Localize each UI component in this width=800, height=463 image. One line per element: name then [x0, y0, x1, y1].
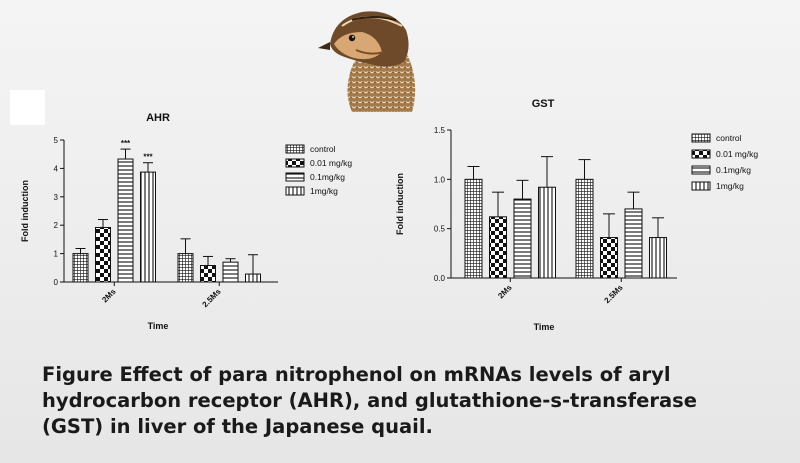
legend-swatch: [285, 144, 305, 154]
y-tick-label: 0.0: [434, 274, 446, 283]
legend-swatch: [691, 133, 711, 143]
legend-label: 0.1mg/kg: [716, 165, 751, 175]
gst-chart: GST 0.0 0.5 1.0 1.5 Fold induction 2Ms 2.5Ms Tim…: [395, 98, 758, 332]
caption-line-1: Figure Effect of para nitrophenol on mRN…: [42, 363, 671, 386]
legend-swatch: [285, 172, 305, 182]
bar: [200, 265, 216, 283]
legend-label: 1mg/kg: [716, 181, 744, 191]
bar: [649, 237, 667, 279]
x-tick-label: 2.5Ms: [603, 283, 625, 305]
white-patch: [10, 90, 45, 125]
y-tick-label: 0: [54, 278, 59, 287]
bar: [600, 237, 618, 279]
legend-swatch: [691, 181, 711, 191]
y-tick-label: 5: [54, 136, 59, 145]
legend-label: 0.01 mg/kg: [716, 149, 758, 159]
x-axis-label: Time: [148, 321, 169, 331]
legend-swatch: [285, 158, 305, 168]
legend-label: control: [716, 133, 742, 143]
bar: [489, 216, 507, 279]
chart-title: AHR: [146, 112, 170, 124]
legend-swatch: [691, 165, 711, 175]
y-tick-label: 1: [54, 250, 59, 259]
significance-label: ***: [121, 139, 131, 148]
y-tick-label: 0.5: [434, 225, 446, 234]
x-tick-label: 2Ms: [496, 283, 514, 301]
legend-label: 0.1mg/kg: [310, 172, 345, 182]
bar: [513, 198, 532, 279]
bar: [72, 253, 89, 283]
bar: [117, 158, 134, 283]
bar: [624, 208, 643, 279]
y-axis-label: Fold induction: [20, 180, 30, 242]
bar: [140, 171, 156, 283]
legend-label: control: [310, 144, 336, 154]
ahr-chart: AHR 0 1 2 3 4 5 Fold induction 2Ms 2.5Ms *** *** Tim…: [20, 112, 352, 331]
legend-label: 1mg/kg: [310, 186, 338, 196]
bar: [177, 253, 194, 283]
bar: [95, 226, 111, 283]
bar: [575, 178, 594, 279]
caption-line-2: hydrocarbon receptor (AHR), and glutathi…: [42, 389, 697, 412]
bar: [222, 261, 239, 283]
y-tick-label: 4: [54, 164, 59, 173]
legend-label: 0.01 mg/kg: [310, 158, 352, 168]
y-tick-label: 3: [54, 193, 59, 202]
chart-title: GST: [532, 98, 555, 110]
legend-swatch: [691, 149, 711, 159]
bar: [538, 186, 556, 279]
x-tick-label: 2Ms: [100, 287, 118, 305]
caption-line-3: (GST) in liver of the Japanese quail.: [42, 415, 433, 438]
legend-swatch: [285, 186, 305, 196]
y-axis-label: Fold induction: [395, 173, 405, 235]
x-axis-label: Time: [534, 322, 555, 332]
significance-label: ***: [143, 153, 153, 162]
bar: [464, 178, 483, 279]
x-tick-label: 2.5Ms: [201, 287, 223, 309]
y-tick-label: 1.5: [434, 126, 446, 135]
y-tick-label: 2: [54, 221, 59, 230]
quail-head-image: [318, 11, 416, 112]
bar: [245, 273, 261, 283]
y-tick-label: 1.0: [434, 175, 446, 184]
figure-caption: Figure Effect of para nitrophenol on mRN…: [42, 362, 782, 440]
